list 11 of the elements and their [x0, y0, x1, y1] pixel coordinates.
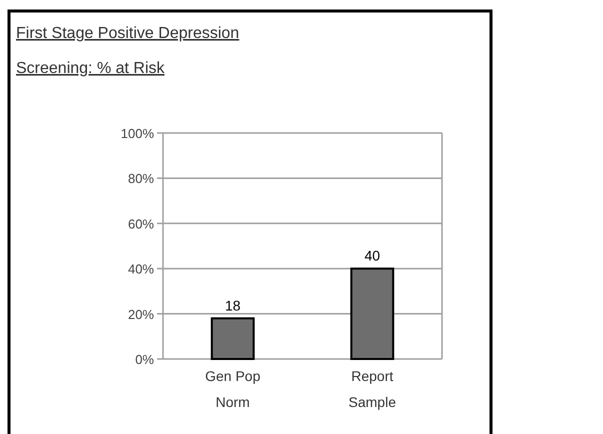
data-label: 18 [224, 297, 241, 314]
data-label: 40 [364, 248, 380, 264]
y-tick-label: 80% [128, 171, 154, 186]
y-tick-label: 100% [120, 126, 154, 141]
y-tick-label: 0% [135, 352, 154, 367]
y-tick-label: 40% [128, 262, 154, 277]
x-tick-label: Report Sample [348, 368, 396, 410]
y-tick-label: 60% [128, 216, 154, 232]
chart-title: First Stage Positive Depression Screening: % at Risk [16, 25, 240, 77]
y-tick-label: 20% [128, 306, 154, 322]
x-tick-label: Gen Pop Norm [205, 368, 261, 410]
